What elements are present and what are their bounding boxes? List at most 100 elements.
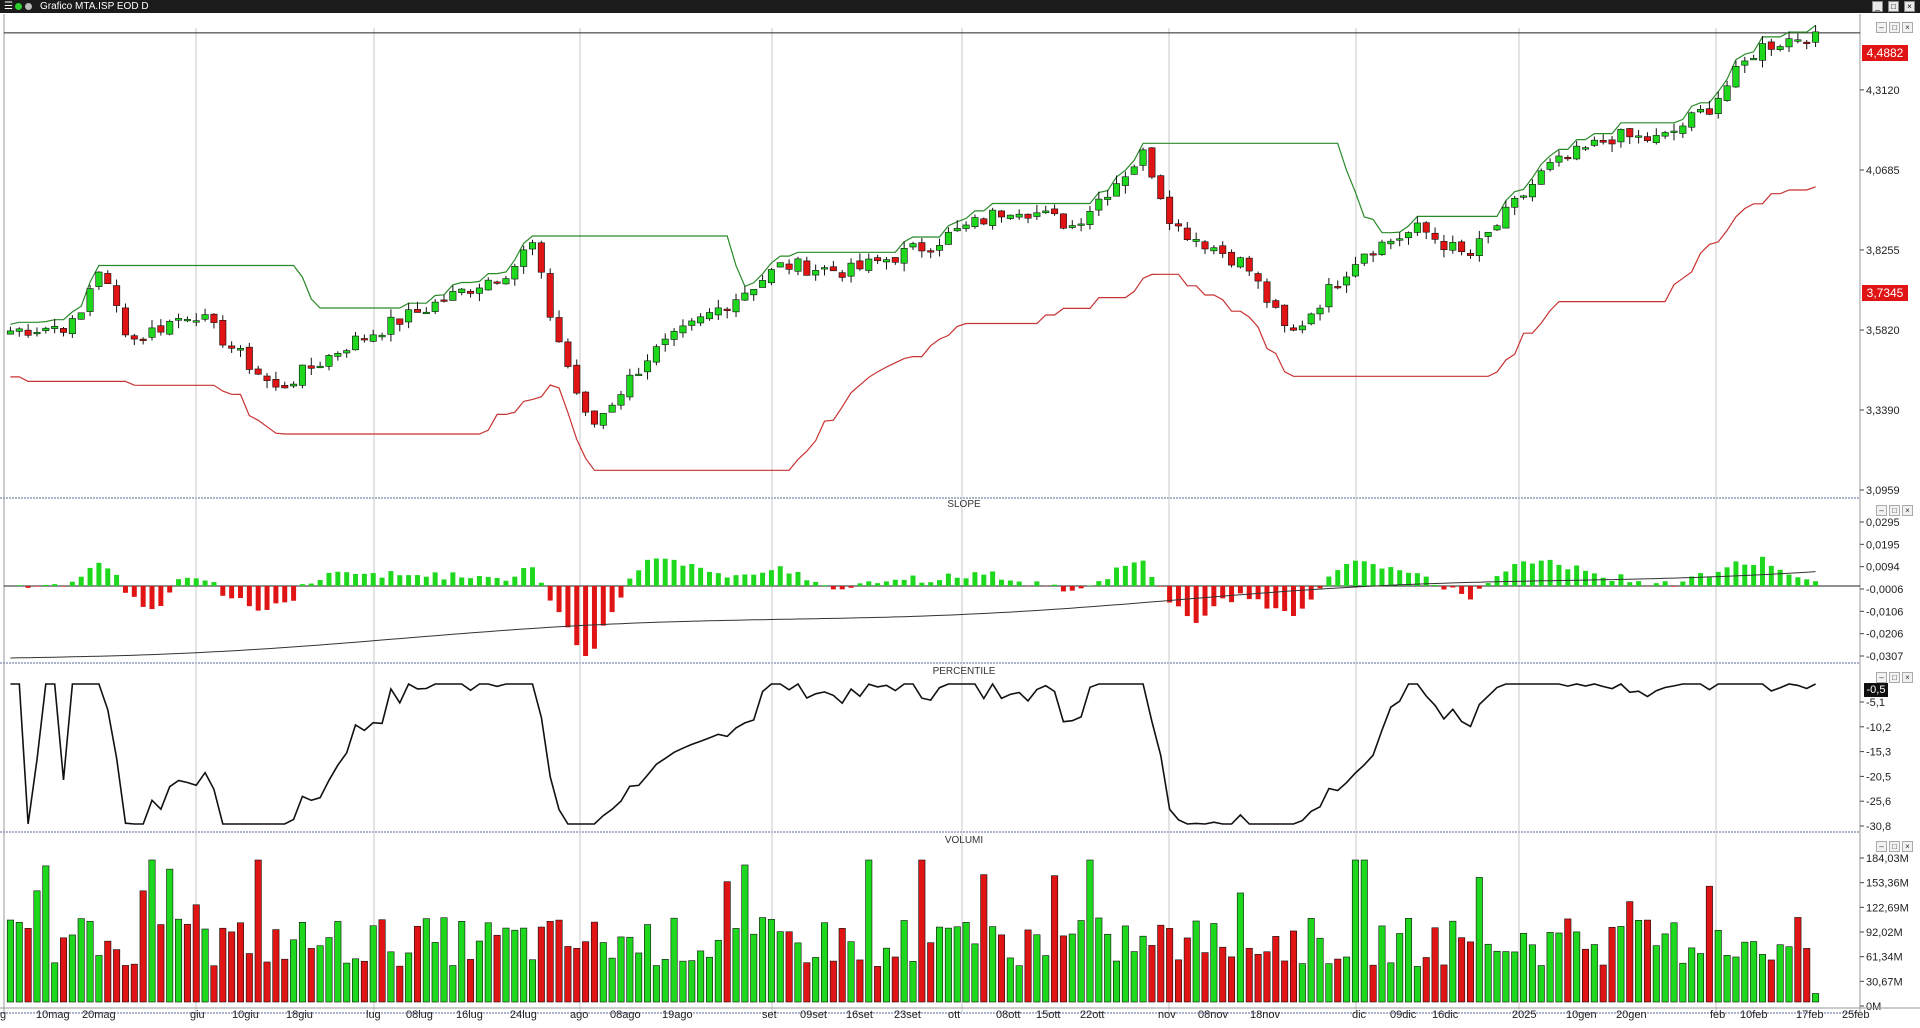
percentile-axis-tick-label: -30,8 (1866, 821, 1891, 833)
slope-bar (167, 586, 173, 593)
candle-body (1298, 325, 1306, 331)
volume-bar (1183, 937, 1191, 1003)
candle-body (236, 348, 244, 351)
candle-body (635, 373, 643, 376)
slope-bar (1636, 581, 1642, 586)
candle-body (210, 313, 218, 323)
slope-bar (1689, 576, 1695, 586)
candle-body (1210, 247, 1218, 252)
slope-bar (1529, 563, 1535, 586)
close-button[interactable]: × (1904, 1, 1915, 12)
volume-bar (980, 874, 988, 1003)
candle-body (767, 269, 775, 284)
candle-body (343, 350, 351, 354)
candle-body (334, 353, 342, 357)
slope-bar (1317, 586, 1323, 589)
volume-bar (422, 918, 430, 1003)
slope-bar (1034, 581, 1040, 586)
candle-body (77, 312, 85, 320)
volume-bar (1413, 966, 1421, 1003)
candle-body (1130, 166, 1138, 175)
slope-bar (1184, 586, 1190, 617)
candle-body (175, 318, 183, 321)
pane-close-button[interactable]: × (1902, 505, 1913, 516)
slope-bar (43, 584, 49, 586)
volume-bar (298, 921, 306, 1003)
pane-maximize-button[interactable]: □ (1889, 505, 1900, 516)
slope-bar (1229, 586, 1235, 603)
slope-bar (344, 572, 350, 586)
volume-bar (24, 928, 32, 1003)
pane-close-button[interactable]: × (1902, 672, 1913, 683)
price-axis-tick-label: 3,0959 (1866, 485, 1900, 497)
slope-bar (131, 586, 137, 597)
slope-bar (114, 574, 120, 586)
pane-minimize-button[interactable]: – (1876, 672, 1887, 683)
volume-bar (1528, 944, 1536, 1003)
candle-body (316, 365, 324, 369)
candle-body (121, 307, 129, 336)
pane-close-button[interactable]: × (1902, 841, 1913, 852)
slope-bar (1804, 579, 1810, 586)
slope-bar (1768, 565, 1774, 586)
percentile-line (10, 682, 1816, 825)
slope-bar (742, 574, 748, 586)
volume-bar (281, 958, 289, 1003)
candle-body (51, 325, 59, 329)
volumi-axis-tick-label: 122,69M (1866, 902, 1909, 914)
candle-body (325, 355, 333, 367)
volume-bar (343, 962, 351, 1003)
candle-body (511, 266, 519, 280)
slope-bar (954, 577, 960, 586)
slope-bar (441, 579, 447, 586)
candle-body (1528, 184, 1536, 198)
menu-icon[interactable]: ☰ (4, 1, 13, 12)
volume-bar (546, 921, 554, 1003)
volume-bar (582, 941, 590, 1003)
slope-bar (1220, 586, 1226, 599)
volumi-axis-tick-label: 184,03M (1866, 853, 1909, 865)
volume-bar (1121, 925, 1129, 1003)
pane-minimize-button[interactable]: – (1876, 505, 1887, 516)
x-axis-date-label: 10feb (1740, 1009, 1768, 1021)
volume-bar (1582, 948, 1590, 1003)
slope-bar (892, 579, 898, 586)
volume-bar (971, 943, 979, 1003)
candle-body (42, 327, 50, 332)
pane-maximize-button[interactable]: □ (1889, 841, 1900, 852)
volume-bar (1343, 956, 1351, 1003)
candle-body (369, 334, 377, 342)
candle-body (856, 260, 864, 270)
volume-bar (1236, 892, 1244, 1003)
slope-bar (786, 573, 792, 586)
volume-bar (413, 925, 421, 1003)
volume-bar (1466, 941, 1474, 1003)
candle-body (467, 290, 475, 294)
candle-body (449, 291, 457, 301)
slope-bar (1344, 563, 1350, 586)
pane-maximize-button[interactable]: □ (1889, 22, 1900, 33)
volume-bar (944, 927, 952, 1003)
volume-bar (697, 950, 705, 1003)
slope-bar (1733, 561, 1739, 586)
candle-body (360, 338, 368, 341)
candle-body (431, 301, 439, 312)
pane-close-button[interactable]: × (1902, 22, 1913, 33)
slope-bar (432, 572, 438, 586)
pane-minimize-button[interactable]: – (1876, 22, 1887, 33)
pane-maximize-button[interactable]: □ (1889, 672, 1900, 683)
slope-bar (61, 586, 67, 587)
slope-bar (211, 582, 217, 586)
slope-bar (1538, 560, 1544, 586)
volume-bar (1298, 963, 1306, 1003)
maximize-button[interactable]: □ (1888, 1, 1899, 12)
slope-bar (848, 586, 854, 588)
slope-bar (689, 564, 695, 586)
volume-bar (874, 966, 882, 1003)
volume-bar (33, 890, 41, 1003)
minimize-button[interactable]: _ (1872, 1, 1883, 12)
pane-minimize-button[interactable]: – (1876, 841, 1887, 852)
candle-body (1405, 232, 1413, 239)
volume-bar (599, 942, 607, 1003)
